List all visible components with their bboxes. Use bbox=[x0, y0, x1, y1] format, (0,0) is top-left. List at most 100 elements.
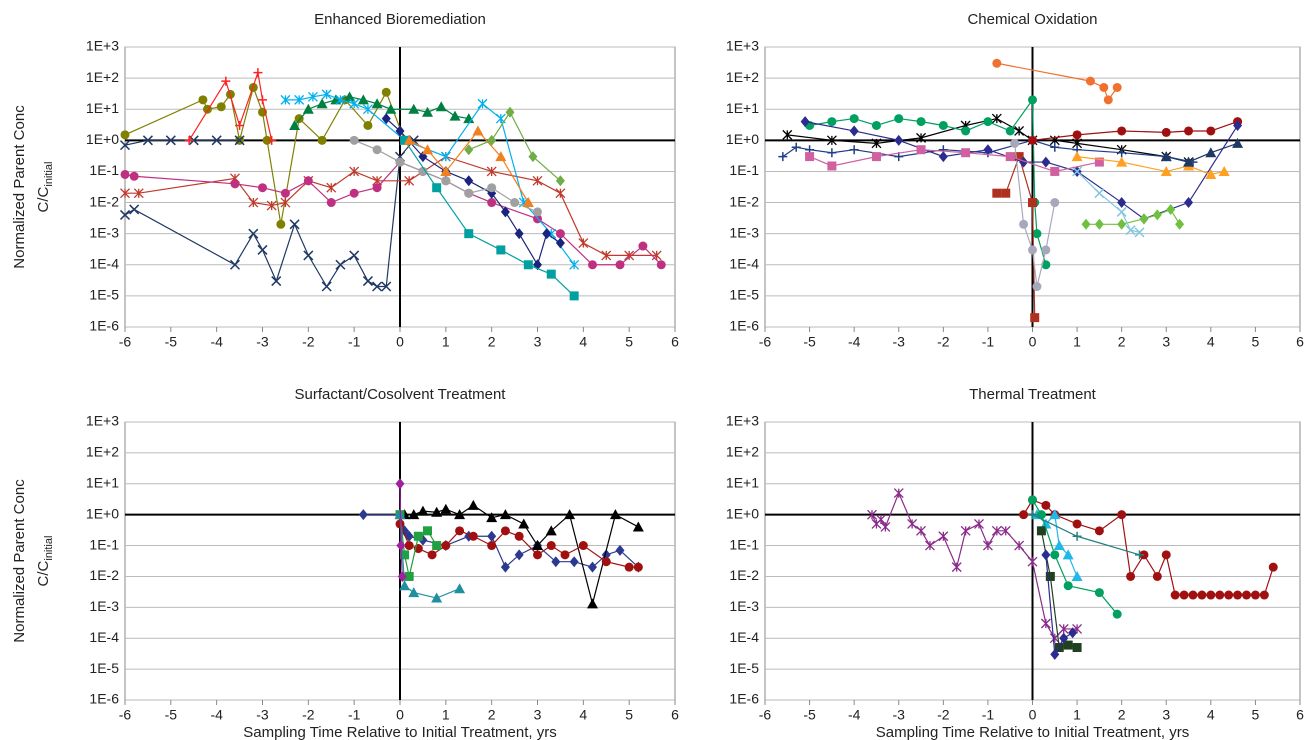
point bbox=[555, 188, 566, 199]
x-tick-label: -3 bbox=[256, 334, 269, 350]
point bbox=[632, 521, 644, 532]
x-tick-label: 3 bbox=[1162, 334, 1170, 350]
point bbox=[569, 291, 579, 301]
point bbox=[307, 91, 318, 102]
point bbox=[216, 102, 226, 112]
point bbox=[395, 478, 405, 490]
y-axis-label-main: C/C bbox=[35, 560, 52, 586]
point bbox=[532, 540, 543, 551]
point bbox=[326, 198, 336, 208]
x-tick-label: 0 bbox=[1029, 707, 1037, 723]
point bbox=[1160, 151, 1172, 162]
point bbox=[974, 519, 984, 529]
point bbox=[578, 541, 588, 551]
point bbox=[464, 188, 474, 198]
panel-title: Chemical Oxidation bbox=[967, 11, 1097, 28]
point bbox=[651, 250, 662, 261]
point bbox=[791, 142, 801, 152]
point bbox=[363, 120, 373, 130]
point bbox=[119, 140, 131, 151]
point bbox=[1184, 126, 1194, 136]
point bbox=[1040, 618, 1051, 629]
point bbox=[1117, 148, 1127, 158]
point bbox=[800, 116, 810, 128]
point bbox=[894, 114, 904, 124]
point bbox=[235, 120, 245, 130]
point bbox=[1041, 156, 1051, 168]
y-axis-label-main: C/C bbox=[35, 186, 52, 212]
x-tick-label: 5 bbox=[625, 707, 633, 723]
x-tick-label: -5 bbox=[803, 334, 816, 350]
series-line bbox=[408, 130, 529, 203]
point bbox=[518, 518, 530, 529]
point bbox=[1014, 126, 1025, 136]
point bbox=[1062, 549, 1074, 560]
point bbox=[349, 135, 359, 145]
point bbox=[276, 219, 286, 229]
y-tick-label: 1E-3 bbox=[729, 224, 759, 240]
point bbox=[129, 171, 139, 181]
point bbox=[381, 113, 391, 125]
point bbox=[303, 250, 314, 261]
point bbox=[826, 135, 837, 146]
point bbox=[344, 91, 356, 102]
x-tick-label: -2 bbox=[302, 707, 315, 723]
point bbox=[1071, 570, 1083, 581]
point bbox=[1014, 540, 1025, 551]
point bbox=[1049, 509, 1061, 520]
x-tick-label: -5 bbox=[165, 334, 178, 350]
point bbox=[1028, 245, 1037, 255]
point bbox=[961, 126, 971, 136]
point bbox=[1268, 562, 1278, 572]
point bbox=[234, 135, 245, 146]
point bbox=[464, 175, 474, 187]
y-tick-label: 1E+1 bbox=[726, 100, 759, 116]
point bbox=[371, 98, 383, 109]
point bbox=[119, 209, 131, 220]
point bbox=[1112, 609, 1122, 619]
point bbox=[372, 145, 382, 155]
point bbox=[418, 166, 428, 176]
x-tick-label: 5 bbox=[1252, 707, 1260, 723]
y-axis-label: C/Cinitial bbox=[35, 536, 55, 587]
point bbox=[1179, 590, 1189, 600]
point bbox=[487, 134, 497, 146]
point bbox=[1112, 82, 1122, 92]
point bbox=[1188, 590, 1198, 600]
x-tick-label: 4 bbox=[1207, 707, 1215, 723]
point bbox=[198, 95, 208, 105]
point bbox=[495, 151, 507, 162]
x-tick-label: 4 bbox=[579, 334, 587, 350]
point bbox=[1175, 218, 1185, 230]
x-tick-label: -2 bbox=[302, 334, 315, 350]
point bbox=[982, 540, 993, 551]
series-line bbox=[124, 139, 415, 288]
x-tick-label: 1 bbox=[1073, 707, 1081, 723]
y-tick-label: 1E-1 bbox=[89, 162, 119, 178]
point bbox=[404, 175, 415, 186]
point bbox=[827, 161, 837, 171]
x-tick-label: 3 bbox=[1162, 707, 1170, 723]
y-tick-label: 1E-2 bbox=[729, 193, 759, 209]
point bbox=[533, 550, 542, 560]
point bbox=[1072, 531, 1082, 541]
point bbox=[1072, 519, 1082, 529]
point bbox=[464, 144, 474, 156]
y-tick-label: 1E+1 bbox=[86, 474, 119, 490]
x-tick-label: -3 bbox=[893, 334, 906, 350]
point bbox=[120, 169, 130, 179]
point bbox=[924, 540, 935, 551]
point bbox=[1197, 590, 1207, 600]
point bbox=[564, 509, 576, 520]
y-tick-label: 1E+0 bbox=[726, 505, 759, 521]
point bbox=[1094, 588, 1104, 598]
point bbox=[638, 241, 648, 251]
point bbox=[1005, 126, 1015, 136]
point bbox=[992, 58, 1002, 68]
point bbox=[827, 148, 837, 158]
point bbox=[267, 135, 277, 145]
point bbox=[1072, 166, 1083, 177]
point bbox=[1161, 550, 1171, 560]
point bbox=[849, 114, 859, 124]
point bbox=[454, 583, 466, 594]
